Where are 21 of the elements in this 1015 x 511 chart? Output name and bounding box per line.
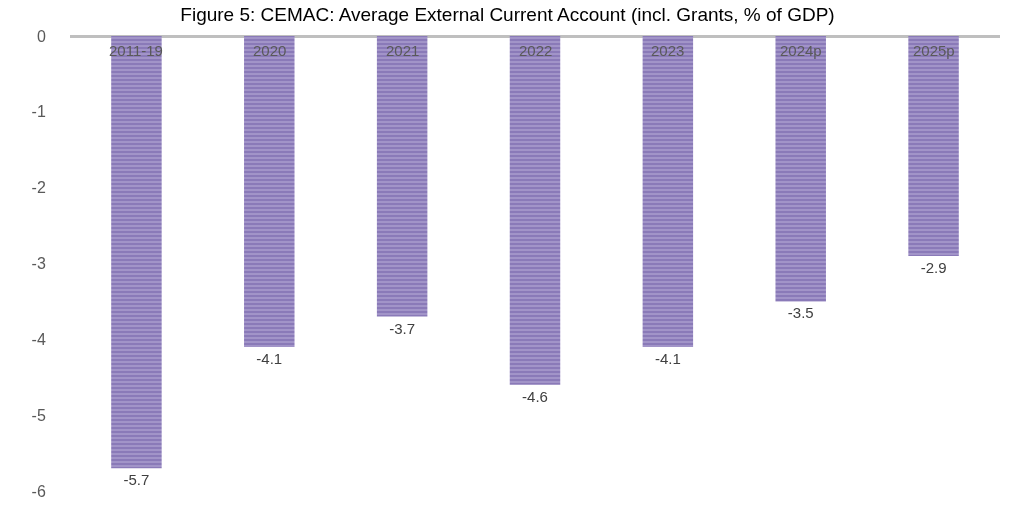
y-tick-label: -1 bbox=[31, 103, 46, 121]
data-label: -4.6 bbox=[522, 387, 548, 405]
y-tick-label: 0 bbox=[36, 27, 46, 45]
y-tick-label: -5 bbox=[31, 406, 46, 424]
y-tick-label: -2 bbox=[31, 179, 46, 197]
chart-title: Figure 5: CEMAC: Average External Current Account (incl. Grants, % of GDP) bbox=[180, 3, 835, 25]
data-label: -4.1 bbox=[654, 349, 681, 367]
x-tick-label: 2023 bbox=[651, 42, 685, 59]
x-tick-label: 2021 bbox=[386, 42, 420, 59]
y-tick-label: -4 bbox=[31, 330, 46, 348]
data-label: -3.7 bbox=[389, 319, 416, 337]
data-label: -3.5 bbox=[787, 304, 814, 322]
data-label: -2.9 bbox=[920, 258, 947, 276]
data-label: -5.7 bbox=[123, 471, 150, 489]
y-tick-label: -6 bbox=[31, 482, 46, 500]
data-label: -4.1 bbox=[256, 349, 283, 367]
x-tick-label: 2020 bbox=[253, 42, 287, 59]
x-tick-label: 2025p bbox=[913, 42, 955, 59]
y-tick-label: -3 bbox=[31, 255, 46, 273]
x-tick-label: 2024p bbox=[780, 42, 822, 59]
x-tick-label: 2022 bbox=[519, 42, 553, 59]
